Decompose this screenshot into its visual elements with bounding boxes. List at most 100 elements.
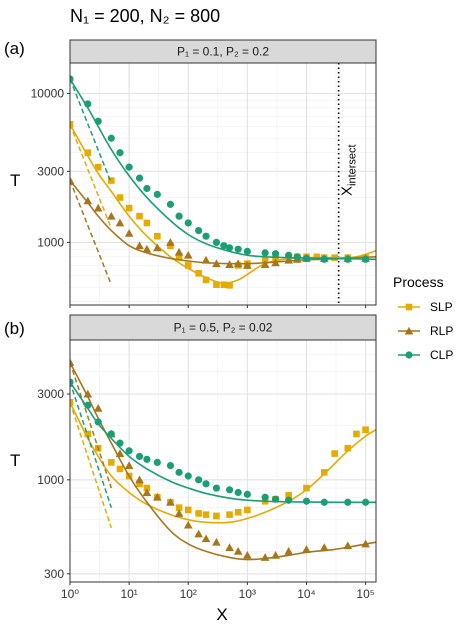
figure-title: N₁ = 200, N₂ = 800 bbox=[70, 6, 220, 26]
data-point-clp bbox=[94, 418, 102, 426]
fit-line-clp bbox=[70, 78, 376, 261]
data-point-rlp bbox=[284, 547, 293, 555]
legend-title: Process bbox=[393, 274, 444, 290]
data-point-clp bbox=[302, 497, 311, 505]
data-point-clp bbox=[84, 401, 92, 409]
data-point-rlp bbox=[142, 244, 152, 253]
data-point-rlp bbox=[115, 218, 125, 227]
data-point-rlp bbox=[124, 461, 134, 470]
data-point-rlp bbox=[166, 238, 175, 246]
data-point-clp bbox=[70, 378, 74, 386]
data-point-rlp bbox=[361, 539, 370, 548]
data-point-rlp bbox=[201, 255, 211, 264]
data-point-rlp bbox=[153, 492, 162, 501]
data-point-rlp bbox=[225, 260, 234, 268]
intersect-label-sub: intersect bbox=[347, 144, 359, 186]
intersect-label-main: X bbox=[339, 186, 356, 196]
data-point-rlp bbox=[124, 229, 134, 237]
data-point-rlp bbox=[70, 176, 75, 185]
data-point-rlp bbox=[174, 247, 184, 256]
data-point-slp bbox=[195, 270, 202, 277]
data-point-slp bbox=[331, 450, 338, 457]
data-point-slp bbox=[226, 282, 233, 289]
panel-a-tag: (a) bbox=[4, 39, 25, 58]
data-point-clp bbox=[175, 212, 183, 220]
legend-key-square bbox=[405, 303, 413, 311]
plot-content bbox=[70, 358, 376, 561]
panel-a: P₁ = 0.1, P₂ = 0.2 1000 3000 10000 Xintersec… bbox=[31, 39, 377, 308]
data-point-rlp bbox=[135, 475, 144, 484]
asymptote-line-rlp bbox=[70, 362, 113, 489]
data-point-slp bbox=[220, 281, 228, 289]
y-axis-title-a: T bbox=[10, 171, 20, 190]
data-point-slp bbox=[184, 506, 192, 514]
data-point-rlp bbox=[243, 551, 252, 559]
data-point-slp bbox=[154, 232, 161, 240]
series-clp bbox=[70, 378, 376, 508]
data-point-slp bbox=[143, 219, 151, 227]
data-point-clp bbox=[271, 250, 280, 258]
x-tick-label: 10¹ bbox=[120, 587, 137, 601]
data-point-slp bbox=[344, 444, 352, 452]
fit-line-slp bbox=[70, 401, 376, 524]
data-point-clp bbox=[195, 476, 203, 484]
fit-line-rlp bbox=[70, 180, 376, 265]
panel-border bbox=[69, 339, 377, 583]
fit-line-rlp bbox=[70, 362, 376, 561]
data-point-clp bbox=[220, 242, 228, 250]
data-point-clp bbox=[116, 149, 124, 157]
data-point-slp bbox=[234, 508, 242, 516]
data-point-rlp bbox=[183, 250, 193, 259]
data-point-clp bbox=[320, 498, 328, 506]
legend-item-slp: SLP bbox=[398, 300, 453, 314]
legend: Process SLP RLP CLP bbox=[393, 274, 453, 362]
data-point-clp bbox=[302, 254, 311, 263]
data-point-slp bbox=[94, 163, 102, 171]
data-point-slp bbox=[175, 253, 183, 261]
x-tick-label: 10⁵ bbox=[356, 587, 374, 601]
data-point-rlp bbox=[302, 545, 311, 553]
data-point-clp bbox=[212, 238, 221, 246]
data-point-clp bbox=[202, 480, 210, 488]
facet-strip-label: P₁ = 0.5, P₂ = 0.02 bbox=[174, 321, 273, 335]
panel-border bbox=[69, 62, 377, 306]
x-tick-label: 10⁴ bbox=[297, 587, 316, 601]
data-point-slp bbox=[285, 492, 292, 499]
data-point-rlp bbox=[83, 389, 93, 398]
data-point-clp bbox=[361, 498, 370, 506]
fit-line-clp bbox=[70, 381, 376, 504]
data-point-clp bbox=[153, 458, 161, 467]
series-clp bbox=[70, 75, 376, 263]
data-point-rlp bbox=[284, 255, 293, 264]
data-point-clp bbox=[261, 249, 269, 257]
data-point-rlp bbox=[115, 449, 125, 458]
data-point-clp bbox=[285, 251, 293, 259]
panel-b-tag: (b) bbox=[4, 319, 25, 338]
data-point-rlp bbox=[183, 520, 193, 529]
data-point-clp bbox=[293, 253, 301, 261]
x-tick-label: 10⁰ bbox=[61, 587, 79, 601]
data-point-rlp bbox=[343, 541, 353, 550]
y-tick-label: 1000 bbox=[37, 473, 64, 487]
data-point-clp bbox=[212, 484, 221, 492]
data-point-slp bbox=[70, 121, 74, 128]
asymptote-line-slp bbox=[70, 124, 113, 229]
data-point-rlp bbox=[93, 404, 103, 412]
facet-strip bbox=[69, 314, 377, 341]
data-point-clp bbox=[261, 493, 269, 501]
data-point-clp bbox=[94, 117, 102, 125]
data-point-slp bbox=[313, 253, 321, 261]
data-point-clp bbox=[243, 490, 251, 498]
data-point-slp bbox=[84, 149, 92, 156]
legend-item-rlp: RLP bbox=[398, 324, 453, 338]
data-point-rlp bbox=[107, 211, 116, 220]
data-point-slp bbox=[331, 254, 338, 261]
data-point-rlp bbox=[174, 509, 184, 517]
plot-content bbox=[70, 63, 376, 305]
data-point-rlp bbox=[93, 203, 103, 212]
x-axis-title: X bbox=[216, 605, 227, 624]
data-point-clp bbox=[195, 226, 203, 235]
data-point-slp bbox=[143, 484, 151, 492]
series-slp bbox=[70, 399, 376, 529]
